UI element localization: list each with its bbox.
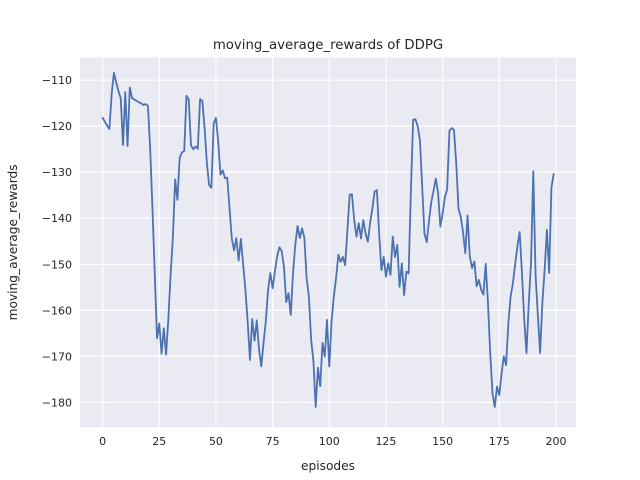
y-axis-label: moving_average_rewards — [6, 164, 20, 320]
plot-area — [80, 57, 576, 428]
y-tick-label: −120 — [42, 120, 72, 133]
y-tick-label: −140 — [42, 212, 72, 225]
x-axis-label: episodes — [301, 459, 355, 473]
x-tick-label: 50 — [209, 435, 223, 448]
x-tick-label: 25 — [152, 435, 166, 448]
y-tick-label: −150 — [42, 258, 72, 271]
x-tick-label: 100 — [319, 435, 340, 448]
chart-title: moving_average_rewards of DDPG — [213, 38, 443, 53]
x-tick-label: 175 — [489, 435, 510, 448]
x-tick-label: 0 — [99, 435, 106, 448]
y-tick-label: −160 — [42, 304, 72, 317]
moving-average-rewards-line — [101, 71, 555, 408]
x-tick-label: 150 — [432, 435, 453, 448]
x-tick-label: 75 — [266, 435, 280, 448]
y-tick-label: −170 — [42, 350, 72, 363]
x-tick-label: 125 — [375, 435, 396, 448]
y-tick-label: −110 — [42, 74, 72, 87]
y-tick-label: −180 — [42, 396, 72, 409]
x-tick-label: 200 — [545, 435, 566, 448]
y-tick-label: −130 — [42, 166, 72, 179]
